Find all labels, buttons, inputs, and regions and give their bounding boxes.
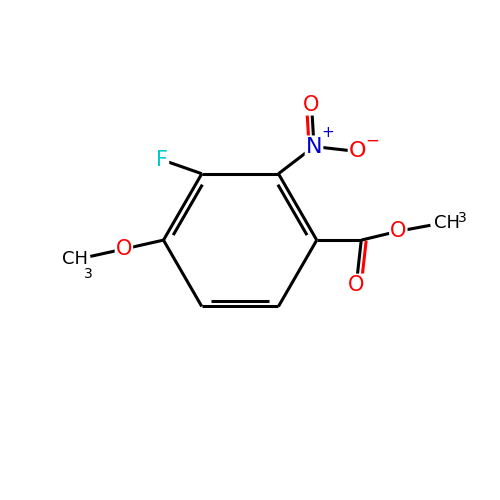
- Text: +: +: [322, 125, 334, 140]
- Text: O: O: [304, 94, 320, 114]
- Text: O: O: [116, 239, 132, 259]
- Text: −: −: [366, 132, 380, 150]
- Text: O: O: [349, 142, 366, 162]
- Text: O: O: [348, 274, 364, 294]
- Text: CH: CH: [62, 250, 88, 268]
- Text: 3: 3: [458, 212, 466, 226]
- Text: CH: CH: [434, 214, 460, 232]
- Text: N: N: [306, 136, 322, 156]
- Text: O: O: [390, 221, 406, 241]
- Text: 3: 3: [84, 268, 92, 281]
- Text: F: F: [156, 150, 168, 170]
